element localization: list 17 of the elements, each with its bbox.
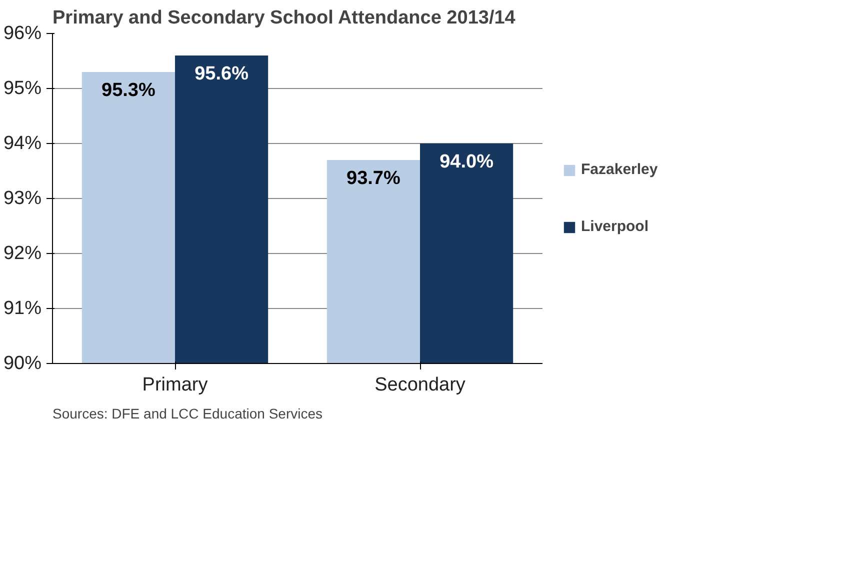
legend-label: Liverpool xyxy=(581,218,649,235)
x-tick-label: Primary xyxy=(142,374,208,396)
y-tick-label: 96% xyxy=(3,23,42,44)
y-tick-label: 93% xyxy=(3,188,42,209)
data-label: 95.3% xyxy=(102,80,156,101)
y-tick-label: 90% xyxy=(3,353,42,374)
legend-label: Fazakerley xyxy=(581,161,658,178)
y-tick-label: 95% xyxy=(3,78,42,99)
chart-title: Primary and Secondary School Attendance 2013/14 xyxy=(52,8,516,28)
y-tick-label: 92% xyxy=(3,243,42,264)
y-tick-label: 91% xyxy=(3,298,42,319)
y-tick-label: 94% xyxy=(3,133,42,154)
data-label: 95.6% xyxy=(194,64,249,84)
x-tick-label: Secondary xyxy=(374,374,466,396)
data-label: 93.7% xyxy=(346,168,400,189)
data-label: 94.0% xyxy=(440,152,494,172)
source-note: Sources: DFE and LCC Education Services xyxy=(52,406,323,422)
